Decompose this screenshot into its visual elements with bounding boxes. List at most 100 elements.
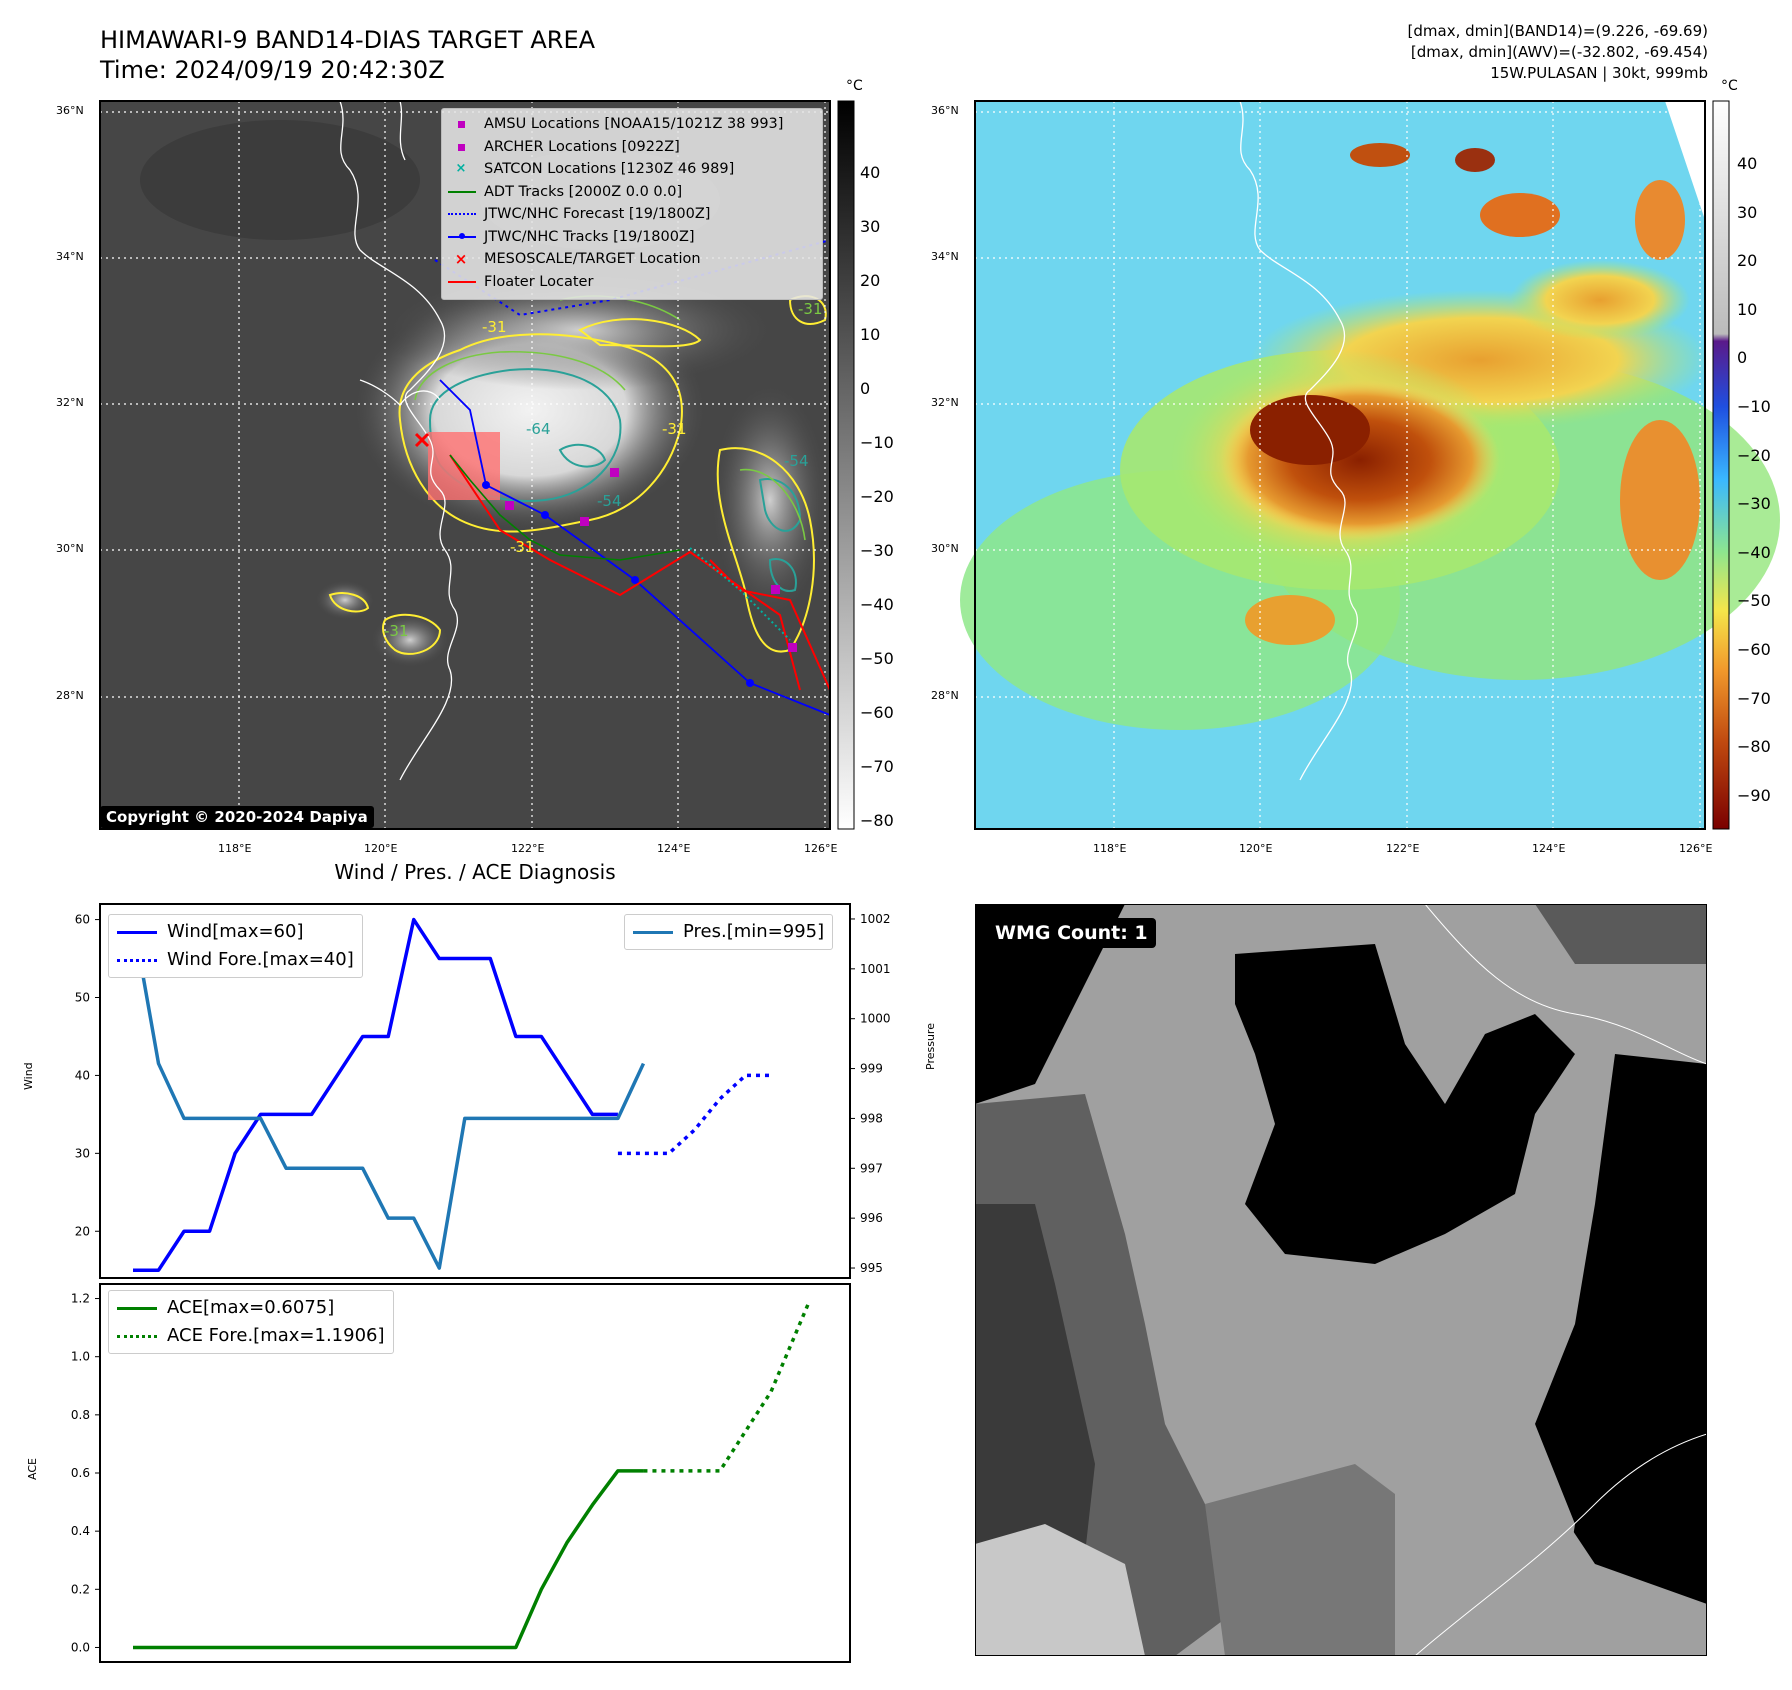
square-marker-icon [450, 113, 472, 136]
y-tick-label: 1.2 [71, 1292, 90, 1306]
awv-colorbar-tick: 30 [1737, 202, 1758, 222]
contour-label: -54 [597, 492, 622, 510]
legend-label: JTWC/NHC Forecast [19/1800Z] [484, 206, 711, 222]
legend-item-adt: ADT Tracks [2000Z 0.0 0.0] [442, 181, 822, 204]
awv-colorbar-tick: −70 [1737, 688, 1771, 708]
contour-label: -31 [662, 420, 687, 438]
ir-colorbar-tick: −80 [860, 811, 894, 830]
ace-legend: ACE[max=0.6075] ACE Fore.[max=1.1906] [108, 1290, 394, 1354]
awv-colorbar-tick: 10 [1737, 299, 1758, 319]
lon-tick-118: 118°E [218, 842, 252, 855]
series-line [133, 1469, 644, 1650]
awv-colorbar-tick: −30 [1737, 494, 1771, 514]
wind-ylabel: Wind [22, 1062, 35, 1090]
awv-colorbar-tick: −80 [1737, 737, 1771, 757]
legend-item-amsu: AMSU Locations [NOAA15/1021Z 38 993] [442, 113, 822, 136]
lat-tick-28: 28°N [56, 689, 84, 702]
line-icon [633, 930, 673, 934]
plot-frame [99, 903, 851, 1279]
lon-tick-126-awv: 126°E [1679, 842, 1713, 855]
legend-item-wind-forecast: Wind Fore.[max=40] [117, 946, 354, 974]
ir-colorbar-tick: −50 [860, 649, 894, 668]
lat-tick-28-awv: 28°N [931, 689, 959, 702]
awv-colorbar-tick: −40 [1737, 542, 1771, 562]
contour-label: -31 [798, 300, 823, 318]
ir-colorbar-unit: °C [846, 78, 863, 94]
y2-tick-label: 1002 [860, 912, 891, 926]
storm-info: 15W.PULASAN | 30kt, 999mb [1490, 64, 1708, 82]
legend-label: ACE[max=0.6075] [167, 1297, 335, 1318]
dotted-line-icon [117, 958, 157, 962]
series-line [133, 917, 618, 1272]
wmg-count-badge: WMG Count: 1 [987, 918, 1156, 948]
y-tick-label: 20 [75, 1224, 90, 1238]
lat-tick-36-awv: 36°N [931, 104, 959, 117]
ir-colorbar-tick: −20 [860, 487, 894, 506]
lon-tick-124-awv: 124°E [1532, 842, 1566, 855]
legend-item-floater: Floater Locater [442, 271, 822, 294]
pressure-ylabel: Pressure [924, 1023, 937, 1070]
awv-colorbar-tick: −90 [1737, 785, 1771, 805]
legend-label: Floater Locater [484, 273, 594, 290]
awv-colorbar-tick: −10 [1737, 396, 1771, 416]
wind-legend: Wind[max=60] Wind Fore.[max=40] [108, 914, 363, 978]
awv-colorbar-tick: −50 [1737, 591, 1771, 611]
forecast-line [643, 1300, 811, 1473]
y2-tick-label: 1001 [860, 962, 891, 976]
y2-tick-label: 999 [860, 1062, 883, 1076]
lat-tick-32-awv: 32°N [931, 396, 959, 409]
legend-item-wind: Wind[max=60] [117, 918, 354, 946]
ir-colorbar-ticks: 40 30 20 10 0 −10 −20 −30 −40 −50 −60 −7… [860, 146, 894, 848]
legend-label: Wind[max=60] [167, 921, 304, 942]
series-line [131, 918, 646, 1270]
y2-tick-label: 998 [860, 1111, 883, 1125]
timestamp: Time: 2024/09/19 20:42:30Z [100, 56, 445, 84]
diagnosis-title: Wind / Pres. / ACE Diagnosis [334, 860, 616, 884]
y-tick-label: 1.0 [71, 1350, 90, 1364]
lat-tick-30-awv: 30°N [931, 542, 959, 555]
line-icon [117, 930, 157, 934]
lon-tick-122-awv: 122°E [1386, 842, 1420, 855]
map-legend: AMSU Locations [NOAA15/1021Z 38 993] ARC… [441, 108, 823, 300]
line-icon [448, 280, 476, 283]
lon-tick-124: 124°E [657, 842, 691, 855]
square-marker-icon [450, 136, 472, 159]
ace-ylabel: ACE [26, 1458, 39, 1480]
y-tick-label: 0.8 [71, 1408, 90, 1422]
lon-tick-122: 122°E [511, 842, 545, 855]
legend-label: ARCHER Locations [0922Z] [484, 138, 680, 155]
legend-item-satcon: × SATCON Locations [1230Z 46 989] [442, 158, 822, 181]
ir-map-panel [99, 100, 1780, 830]
legend-item-archer: ARCHER Locations [0922Z] [442, 136, 822, 159]
awv-colorbar-tick: 20 [1737, 251, 1758, 271]
contour-label: -31 [482, 318, 507, 336]
y-tick-label: 0.6 [71, 1466, 90, 1480]
dotted-line-icon [448, 213, 476, 216]
y-tick-label: 0.0 [71, 1640, 90, 1654]
y2-tick-label: 996 [860, 1211, 883, 1225]
line-icon [448, 190, 476, 193]
legend-label: Wind Fore.[max=40] [167, 949, 354, 970]
x-marker-icon: × [454, 250, 468, 268]
page-title: HIMAWARI-9 BAND14-DIAS TARGET AREA [100, 26, 596, 54]
awv-colorbar-tick: −60 [1737, 639, 1771, 659]
band14-range: [dmax, dmin](BAND14)=(9.226, -69.69) [1407, 22, 1708, 40]
y2-tick-label: 997 [860, 1161, 883, 1175]
y2-tick-label: 995 [860, 1261, 883, 1275]
ir-colorbar-tick: −70 [860, 757, 894, 776]
lon-tick-120-awv: 120°E [1239, 842, 1273, 855]
y-tick-label: 0.4 [71, 1524, 90, 1538]
ir-colorbar-tick: 40 [860, 163, 881, 182]
contour-label: -31 [384, 622, 409, 640]
legend-item-ace: ACE[max=0.6075] [117, 1294, 385, 1322]
legend-item-pressure: Pres.[min=995] [633, 918, 824, 946]
ir-colorbar-tick: 30 [860, 217, 881, 236]
legend-label: ACE Fore.[max=1.1906] [167, 1325, 385, 1346]
legend-item-ace-forecast: ACE Fore.[max=1.1906] [117, 1322, 385, 1350]
y-tick-label: 30 [75, 1146, 90, 1160]
y-tick-label: 60 [75, 913, 90, 927]
x-marker-icon: × [455, 161, 467, 176]
y-tick-label: 50 [75, 991, 90, 1005]
ace-chart: 1.2 1.0 0.8 0.6 0.4 0.2 0.0 [71, 1283, 851, 1663]
awv-colorbar-ticks: 40 30 20 10 0 −10 −20 −30 −40 −50 −60 −7… [1737, 140, 1771, 820]
